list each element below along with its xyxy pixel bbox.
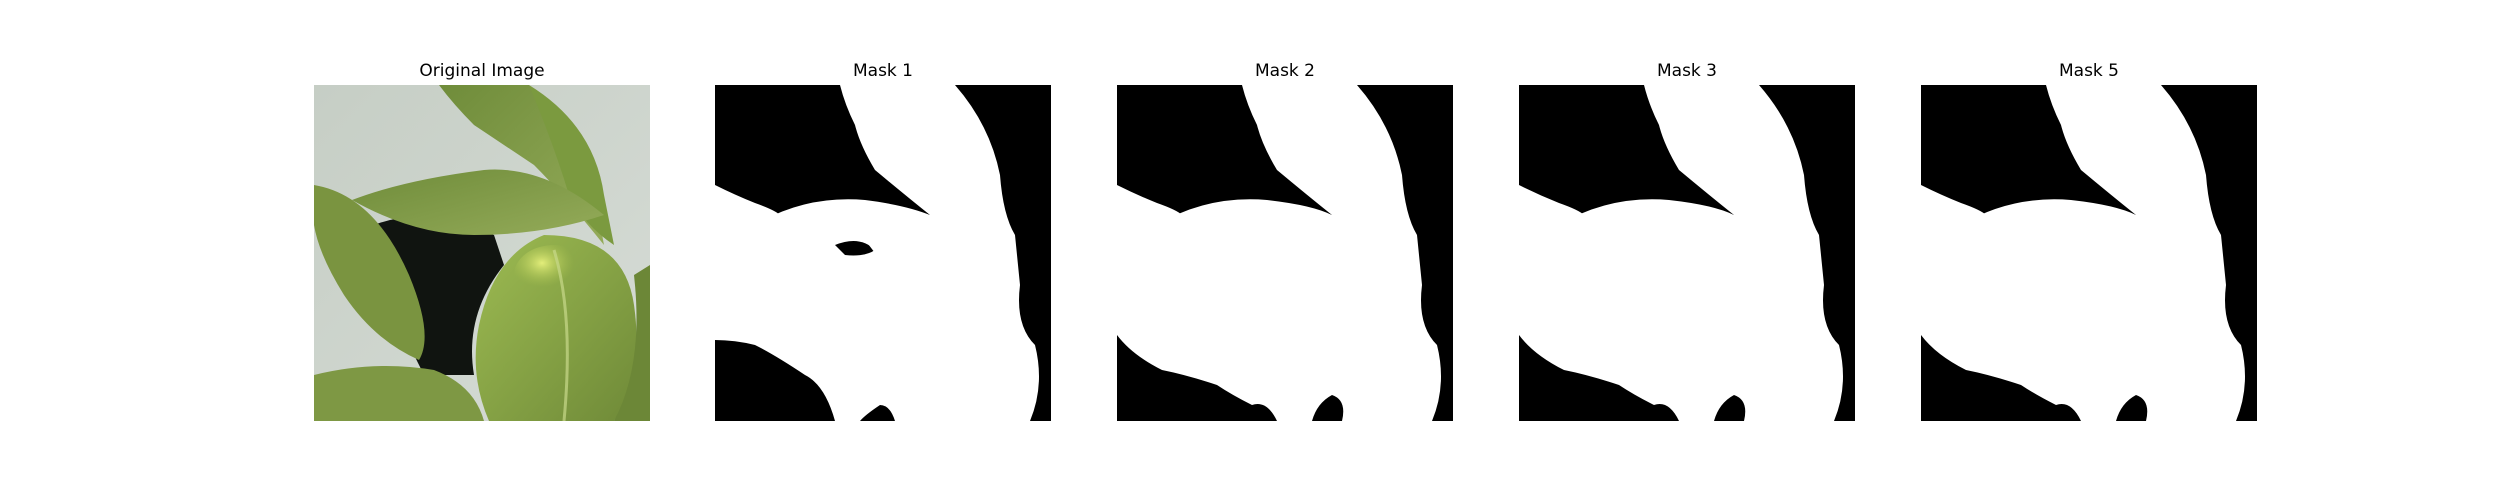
panel-title: Original Image <box>419 61 545 81</box>
panel-title: Mask 5 <box>2058 61 2119 81</box>
original-image <box>314 85 650 421</box>
panel-title: Mask 3 <box>1656 61 1717 81</box>
mask-5-image <box>1921 85 2257 421</box>
panel-title: Mask 2 <box>1254 61 1315 81</box>
mask-2-image <box>1117 85 1453 421</box>
panel-title: Mask 1 <box>852 61 913 81</box>
mask-3-image <box>1519 85 1855 421</box>
mask-1-image <box>715 85 1051 421</box>
